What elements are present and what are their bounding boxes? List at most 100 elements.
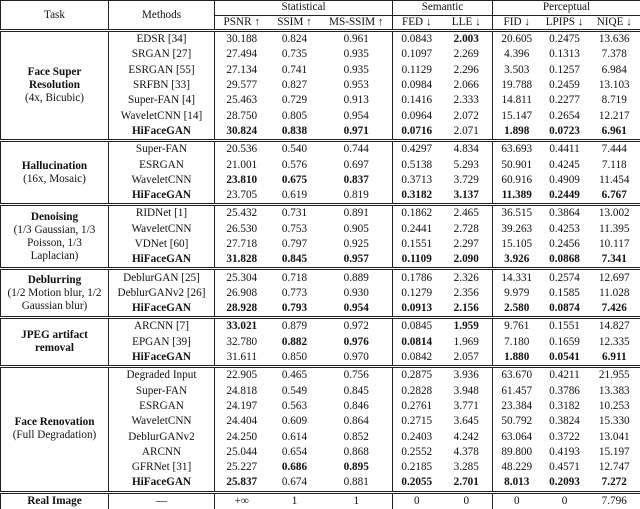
value-cell: 0.5138 bbox=[393, 157, 441, 172]
value-cell: 0.0913 bbox=[393, 301, 441, 318]
value-cell: 4.378 bbox=[441, 445, 493, 460]
value: 0.845 bbox=[282, 253, 307, 265]
value-cell: 0.1659 bbox=[541, 335, 589, 350]
value: 13.041 bbox=[599, 431, 630, 443]
value: 11.028 bbox=[599, 287, 629, 299]
value-cell: 3.948 bbox=[441, 384, 493, 399]
value: 2.269 bbox=[454, 48, 479, 60]
value: 28.928 bbox=[226, 302, 257, 314]
value-cell: 22.905 bbox=[215, 367, 269, 384]
method-cell: HiFaceGAN bbox=[109, 124, 215, 141]
value: 21.955 bbox=[599, 369, 630, 381]
method-cell: GFRNet [31] bbox=[109, 460, 215, 475]
value: 0.3722 bbox=[549, 431, 580, 443]
value: 0.3713 bbox=[401, 174, 432, 186]
header-cell: Task bbox=[1, 1, 109, 31]
value: 11.395 bbox=[599, 223, 629, 235]
value: 63.693 bbox=[501, 143, 532, 155]
value: 63.670 bbox=[501, 369, 532, 381]
table-row: Denoising(1/3 Gaussian, 1/3 Poisson, 1/3… bbox=[1, 205, 640, 222]
value: 2.072 bbox=[454, 110, 479, 122]
value: 0.2654 bbox=[549, 110, 580, 122]
task-cell: Real Image bbox=[1, 492, 109, 509]
value-cell: 0.619 bbox=[269, 188, 321, 205]
value: 0.0874 bbox=[549, 302, 580, 314]
value-cell: 0.0723 bbox=[541, 124, 589, 141]
value-cell: 0.3182 bbox=[393, 188, 441, 205]
value-cell: 12.217 bbox=[589, 108, 640, 123]
value: 24.818 bbox=[226, 385, 257, 397]
value-cell: 1.880 bbox=[493, 350, 541, 367]
value: 3.771 bbox=[454, 400, 479, 412]
value: 1.880 bbox=[504, 351, 529, 363]
value: 0.731 bbox=[282, 207, 307, 219]
value: 0.1551 bbox=[549, 320, 580, 332]
value-cell: 0.905 bbox=[321, 222, 393, 237]
value-cell: 25.304 bbox=[215, 269, 269, 286]
value-cell: 25.227 bbox=[215, 460, 269, 475]
value-cell: 2.071 bbox=[441, 124, 493, 141]
value: 0.961 bbox=[344, 33, 369, 45]
group-header: Statistical bbox=[215, 1, 393, 16]
task-name: Real Image bbox=[27, 495, 81, 507]
value-cell: 39.263 bbox=[493, 222, 541, 237]
value: 0.837 bbox=[344, 174, 369, 186]
value-cell: 0.957 bbox=[321, 252, 393, 269]
value-cell: 0.827 bbox=[269, 78, 321, 93]
column-header: MS-SSIM ↑ bbox=[321, 15, 393, 31]
value: 4.834 bbox=[454, 143, 479, 155]
value-cell: 7.272 bbox=[589, 475, 640, 492]
value: 31.611 bbox=[227, 351, 257, 363]
value: 6.961 bbox=[602, 125, 627, 137]
task-name: Face Super Resolution bbox=[28, 66, 82, 91]
task-cell: Face Renovation(Full Degradation) bbox=[1, 367, 109, 492]
value: 6.767 bbox=[602, 189, 627, 201]
value: 0.824 bbox=[282, 33, 307, 45]
value-cell: 31.828 bbox=[215, 252, 269, 269]
value: 1 bbox=[353, 495, 359, 507]
column-header: PSNR ↑ bbox=[215, 15, 269, 31]
value-cell: 3.285 bbox=[441, 460, 493, 475]
method-cell: EPGAN [39] bbox=[109, 335, 215, 350]
value: 27.134 bbox=[226, 64, 257, 76]
value: 0.0723 bbox=[549, 125, 580, 137]
method-name: Super-FAN [4] bbox=[128, 94, 195, 106]
value: 0.465 bbox=[282, 369, 307, 381]
value: 3.285 bbox=[454, 461, 479, 473]
value: 1 bbox=[292, 495, 298, 507]
method-name: ARCNN [7] bbox=[134, 320, 189, 332]
value: 14.811 bbox=[502, 94, 532, 106]
value: 0.930 bbox=[344, 287, 369, 299]
value: 0.675 bbox=[282, 174, 307, 186]
value-cell: 0.3786 bbox=[541, 384, 589, 399]
value-cell: 12.697 bbox=[589, 269, 640, 286]
value-cell: 0.4253 bbox=[541, 222, 589, 237]
value-cell: 0.970 bbox=[321, 350, 393, 367]
value-cell: 1.969 bbox=[441, 335, 493, 350]
value: 4.378 bbox=[454, 446, 479, 458]
value-cell: 11.395 bbox=[589, 222, 640, 237]
value: 11.454 bbox=[599, 174, 629, 186]
method-name: DeblurGANv2 [26] bbox=[118, 287, 206, 299]
method-cell: Super-FAN bbox=[109, 141, 215, 158]
value-cell: 7.444 bbox=[589, 141, 640, 158]
value: 0.827 bbox=[282, 79, 307, 91]
value-cell: 0.1097 bbox=[393, 47, 441, 62]
value-cell: 0.864 bbox=[321, 414, 393, 429]
value: 0.674 bbox=[282, 476, 307, 488]
value: 25.304 bbox=[226, 272, 257, 284]
value-cell: 29.577 bbox=[215, 78, 269, 93]
value-cell: 6.961 bbox=[589, 124, 640, 141]
value: 5.293 bbox=[454, 159, 479, 171]
value: 3.137 bbox=[454, 189, 479, 201]
value-cell: 25.432 bbox=[215, 205, 269, 222]
value: 10.253 bbox=[599, 400, 630, 412]
value-cell: 0.819 bbox=[321, 188, 393, 205]
value-cell: 23.705 bbox=[215, 188, 269, 205]
value-cell: 8.719 bbox=[589, 93, 640, 108]
value: 0.0845 bbox=[401, 320, 432, 332]
value: 0.1129 bbox=[402, 64, 432, 76]
